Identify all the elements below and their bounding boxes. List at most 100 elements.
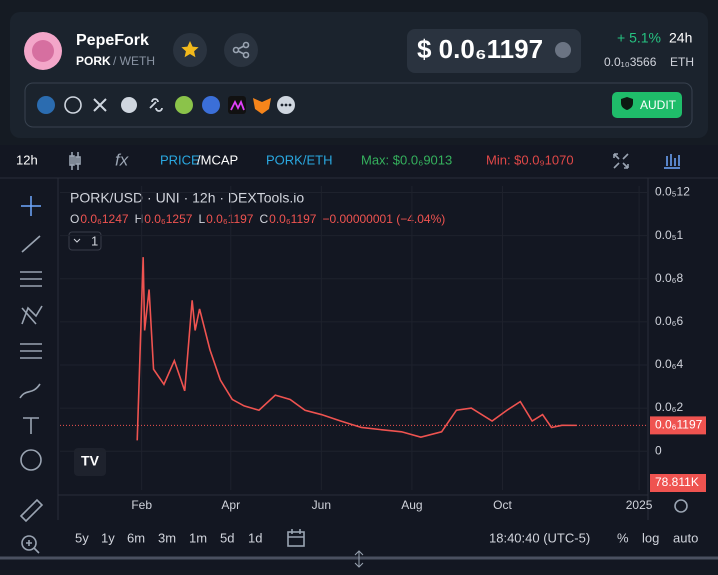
fullscreen-icon[interactable] bbox=[613, 153, 629, 169]
fib-tool[interactable] bbox=[20, 271, 42, 287]
price-box bbox=[407, 29, 581, 73]
link-icon[interactable] bbox=[64, 96, 82, 114]
share-button[interactable] bbox=[224, 33, 258, 67]
link-icon[interactable] bbox=[149, 98, 163, 112]
audit-label: AUDIT bbox=[640, 98, 677, 112]
min-price: Min: $0.0₉1070 bbox=[486, 152, 574, 167]
log-toggle[interactable]: log bbox=[642, 530, 659, 545]
chart-type-icon[interactable] bbox=[664, 154, 680, 169]
ohlc-value: 0.0₆1197 bbox=[206, 212, 254, 226]
y-tick-label: 0.0₆6 bbox=[655, 314, 684, 328]
ohlc-value: 0.0₆1197 bbox=[269, 212, 317, 226]
pattern-tool[interactable] bbox=[21, 305, 43, 325]
drawing-tools bbox=[19, 196, 44, 554]
x-tick-label: Apr bbox=[221, 498, 240, 512]
projection-tool[interactable] bbox=[20, 343, 42, 359]
link-icon[interactable] bbox=[37, 96, 55, 114]
range-button[interactable]: 1m bbox=[189, 530, 207, 545]
eth-unit: ETH bbox=[670, 55, 694, 69]
tv-logo bbox=[74, 448, 106, 476]
settings-icon[interactable] bbox=[674, 499, 688, 513]
range-button[interactable]: 5y bbox=[75, 530, 89, 545]
last-price-label: 0.0₆1197 bbox=[655, 418, 703, 432]
last-price-box bbox=[650, 416, 706, 435]
link-icon-mark bbox=[230, 99, 245, 111]
crosshair-tool[interactable] bbox=[21, 196, 41, 216]
eth-price: 0.0₁₀3566 bbox=[604, 55, 657, 69]
link-icon[interactable] bbox=[93, 98, 107, 112]
range-button[interactable]: 1y bbox=[101, 530, 115, 545]
avatar-face bbox=[32, 40, 54, 62]
more-dots bbox=[280, 103, 292, 107]
resize-handle[interactable] bbox=[354, 550, 364, 568]
shield-icon bbox=[621, 97, 633, 110]
interval[interactable]: 12h bbox=[16, 152, 38, 167]
clock: 18:40:40 (UTC-5) bbox=[489, 530, 590, 545]
series-toggle[interactable] bbox=[68, 231, 102, 251]
x-tick-label: Oct bbox=[493, 498, 512, 512]
tv-logo-text: TV bbox=[81, 453, 100, 469]
x-tick-label: Aug bbox=[401, 498, 422, 512]
mcap-toggle[interactable]: /MCAP bbox=[197, 152, 238, 167]
candle-icon[interactable] bbox=[69, 152, 81, 170]
percent-toggle[interactable]: % bbox=[617, 530, 629, 545]
ohlc-key: L bbox=[198, 212, 205, 226]
pair-toggle[interactable]: PORK/ETH bbox=[266, 152, 332, 167]
chart-title: PORK/USD · UNI · 12h · DEXTools.io bbox=[70, 190, 304, 206]
y-tick-label: 0.0₆2 bbox=[655, 400, 684, 414]
ohlc-key: H bbox=[135, 212, 144, 226]
price-line bbox=[136, 257, 577, 441]
auto-toggle[interactable]: auto bbox=[673, 530, 698, 545]
range-button[interactable]: 6m bbox=[127, 530, 145, 545]
link-icon[interactable] bbox=[121, 97, 137, 113]
ohlc-change: −0.00000001 (−4.04%) bbox=[322, 212, 445, 226]
y-tick-label: 0.0₅12 bbox=[655, 185, 690, 199]
volume-label: 78.811K bbox=[655, 475, 699, 489]
price-change: + 5.1% bbox=[617, 30, 661, 46]
ohlc-value: 0.0₆1257 bbox=[144, 212, 193, 226]
x-tick-label: Feb bbox=[131, 498, 152, 512]
range-button[interactable]: 5d bbox=[220, 530, 234, 545]
quote-symbol: / WETH bbox=[113, 54, 155, 68]
x-tick-label: 2025 bbox=[626, 498, 653, 512]
range-button[interactable]: 1d bbox=[248, 530, 262, 545]
token-name: PepeFork bbox=[76, 32, 149, 49]
link-icon[interactable] bbox=[202, 96, 220, 114]
max-price: Max: $0.0₆9013 bbox=[361, 152, 452, 167]
brush-tool[interactable] bbox=[19, 383, 41, 399]
calendar-icon[interactable] bbox=[287, 529, 305, 547]
price-toggle[interactable]: PRICE bbox=[160, 152, 200, 167]
share-icon bbox=[232, 41, 250, 59]
indicators-icon[interactable]: fx bbox=[115, 150, 129, 169]
info-icon[interactable] bbox=[555, 42, 571, 58]
star-icon bbox=[181, 41, 199, 58]
x-tick-label: Jun bbox=[312, 498, 331, 512]
links-bar bbox=[24, 82, 693, 128]
price: $ 0.0₆1197 bbox=[417, 34, 543, 64]
range-button[interactable]: 3m bbox=[158, 530, 176, 545]
y-tick-label: 0.0₆4 bbox=[655, 357, 684, 371]
ohlc-key: O bbox=[70, 212, 79, 226]
ohlc-key: C bbox=[259, 212, 268, 226]
text-tool[interactable] bbox=[23, 417, 39, 434]
link-icon[interactable] bbox=[253, 98, 271, 114]
volume-box bbox=[650, 474, 706, 492]
series-count: 1 bbox=[91, 233, 98, 248]
emoji-tool[interactable] bbox=[20, 449, 42, 471]
ruler-tool[interactable] bbox=[19, 498, 44, 523]
y-tick-label: 0 bbox=[655, 443, 662, 457]
ohlc-value: 0.0₆1247 bbox=[80, 212, 129, 226]
chevron bbox=[73, 238, 81, 243]
zoom-tool[interactable] bbox=[21, 535, 40, 554]
y-tick-label: 0.0₆8 bbox=[655, 271, 684, 285]
line-tool[interactable] bbox=[21, 235, 41, 253]
change-period: 24h bbox=[669, 30, 692, 46]
link-icon[interactable] bbox=[175, 96, 193, 114]
token-card bbox=[10, 12, 708, 138]
chart-panel bbox=[0, 145, 718, 570]
base-symbol: PORK bbox=[76, 54, 111, 68]
y-tick-label: 0.0₅1 bbox=[655, 228, 684, 242]
link-icons bbox=[37, 96, 295, 114]
